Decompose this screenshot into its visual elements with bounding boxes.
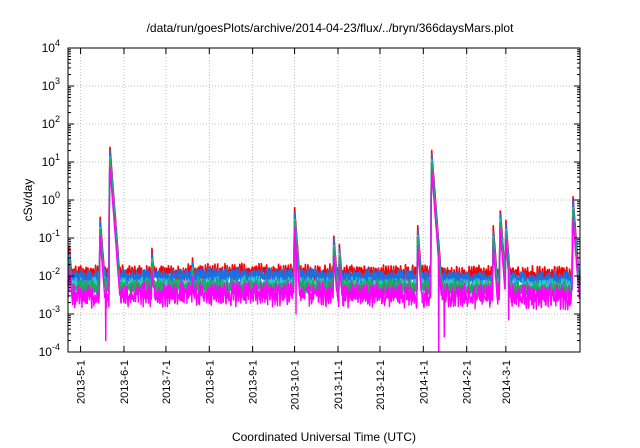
x-tick-label: 2014-1-1 xyxy=(418,360,430,404)
y-tick-label: 104 xyxy=(42,38,60,55)
y-tick-label: 101 xyxy=(42,152,60,169)
y-tick-label: 10-1 xyxy=(39,228,60,245)
y-tick-label: 103 xyxy=(42,76,60,93)
y-axis-ticks: 10-4 10-3 10-2 10-1 100 101 102 103 104 xyxy=(39,38,580,359)
x-tick-label: 2014-2-1 xyxy=(462,360,474,404)
y-axis-label: cSv/day xyxy=(21,179,35,222)
x-tick-label: 2013-12-1 xyxy=(375,360,387,410)
y-tick-label: 102 xyxy=(42,114,60,131)
x-axis-ticks: 2013-5-1 2013-6-1 2013-7-1 2013-8-1 2013-9-1… xyxy=(76,48,513,410)
x-tick-label: 2013-9-1 xyxy=(248,360,260,404)
y-tick-label: 100 xyxy=(42,190,60,207)
x-tick-label: 2014-3-1 xyxy=(501,360,513,404)
x-tick-label: 2013-5-1 xyxy=(76,360,88,404)
y-tick-label: 10-3 xyxy=(39,304,60,321)
x-tick-label: 2013-7-1 xyxy=(161,360,173,404)
y-tick-label: 10-2 xyxy=(39,266,60,283)
x-axis-label: Coordinated Universal Time (UTC) xyxy=(232,430,416,444)
chart-title: /data/run/goesPlots/archive/2014-04-23/f… xyxy=(147,21,515,35)
y-tick-label: 10-4 xyxy=(39,342,60,359)
data-series xyxy=(67,146,581,353)
x-tick-label: 2013-10-1 xyxy=(290,360,302,410)
x-tick-label: 2013-8-1 xyxy=(204,360,216,404)
x-tick-label: 2013-11-1 xyxy=(333,360,345,409)
series-line xyxy=(67,166,581,353)
x-tick-label: 2013-6-1 xyxy=(119,360,131,404)
grid-lines xyxy=(68,48,580,352)
